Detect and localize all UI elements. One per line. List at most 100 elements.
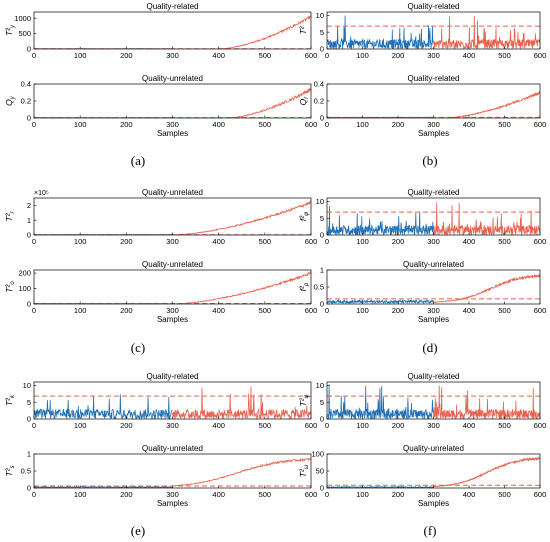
y-tick-label: 0 bbox=[27, 231, 31, 240]
x-tick-label: 500 bbox=[259, 120, 272, 129]
y-tick-label: 0.5 bbox=[314, 283, 324, 292]
subplot-d-1: 0 100 200 300 400 500 60000.51Quality-unrelate… bbox=[298, 260, 546, 324]
subplot-e-1: 0 100 200 300 400 500 600 0 0.5 1 Quality-unrelate… bbox=[4, 444, 317, 508]
y-tick-label: 10 bbox=[23, 381, 31, 390]
series-line-fault bbox=[433, 385, 540, 419]
x-tick-label: 100 bbox=[74, 421, 87, 430]
y-tick-label: 0.2 bbox=[21, 97, 31, 106]
y-tick-label: 200 bbox=[18, 269, 31, 278]
x-tick-label: 400 bbox=[212, 237, 225, 246]
x-tick-label: 100 bbox=[356, 120, 369, 129]
panel-label-e: (e) bbox=[130, 523, 146, 538]
x-axis-label: Samples bbox=[157, 315, 188, 324]
x-tick-label: 600 bbox=[305, 237, 318, 246]
series-line-fault bbox=[433, 15, 540, 49]
y-axis-label: T²o bbox=[4, 281, 16, 293]
x-tick-label: 500 bbox=[259, 490, 272, 499]
x-tick-label: 200 bbox=[392, 237, 405, 246]
subplot-d-0: 0 100 200 300 400 500 6000510Quality-relatedf²… bbox=[298, 188, 546, 246]
x-tick-label: 600 bbox=[534, 237, 547, 246]
x-tick-label: 300 bbox=[427, 306, 440, 315]
x-tick-label: 300 bbox=[166, 421, 179, 430]
y-tick-label: 0 bbox=[320, 484, 324, 493]
x-tick-label: 600 bbox=[305, 306, 318, 315]
x-tick-label: 500 bbox=[259, 51, 272, 60]
subplot-b-1: 0 100 200 300 400 500 60000.20.4Quality-relate… bbox=[298, 74, 546, 138]
x-tick-label: 600 bbox=[305, 51, 318, 60]
series-line-normal bbox=[327, 15, 434, 49]
x-tick-label: 0 bbox=[32, 490, 36, 499]
y-tick-label: 10 bbox=[316, 197, 324, 206]
subplot-title: Quality-unrelated bbox=[142, 188, 203, 197]
y-tick-label: 5 bbox=[320, 214, 324, 223]
x-tick-label: 600 bbox=[534, 51, 547, 60]
x-tick-label: 0 bbox=[32, 120, 36, 129]
x-tick-label: 400 bbox=[212, 120, 225, 129]
x-tick-label: 300 bbox=[427, 120, 440, 129]
x-tick-label: 500 bbox=[498, 421, 511, 430]
x-tick-label: 200 bbox=[120, 421, 133, 430]
panel-label-a: (a) bbox=[130, 153, 146, 168]
series-line-fault bbox=[172, 271, 311, 304]
series-line-normal bbox=[327, 206, 434, 235]
x-tick-label: 0 bbox=[32, 421, 36, 430]
x-tick-label: 500 bbox=[498, 306, 511, 315]
x-tick-label: 200 bbox=[120, 237, 133, 246]
y-tick-label: 5 bbox=[320, 398, 324, 407]
x-tick-label: 0 bbox=[325, 51, 329, 60]
x-tick-label: 0 bbox=[325, 306, 329, 315]
y-tick-label: 100 bbox=[311, 450, 324, 459]
y-tick-label: 0 bbox=[27, 300, 31, 309]
series-line-fault bbox=[433, 274, 540, 303]
x-tick-label: 400 bbox=[463, 120, 476, 129]
y-tick-label: 5 bbox=[320, 28, 324, 37]
x-tick-label: 200 bbox=[392, 490, 405, 499]
series-line-fault bbox=[172, 386, 311, 419]
x-tick-label: 500 bbox=[259, 306, 272, 315]
series-line-normal bbox=[327, 298, 434, 304]
y-axis-label: T²s bbox=[4, 465, 16, 476]
x-tick-label: 200 bbox=[392, 421, 405, 430]
y-axis-label: Qr bbox=[298, 96, 310, 106]
series-line-fault bbox=[433, 456, 540, 488]
x-tick-label: 0 bbox=[32, 237, 36, 246]
x-axis-label: Samples bbox=[157, 499, 188, 508]
x-tick-label: 100 bbox=[74, 237, 87, 246]
x-tick-label: 100 bbox=[356, 306, 369, 315]
x-tick-label: 400 bbox=[463, 490, 476, 499]
x-tick-label: 400 bbox=[463, 306, 476, 315]
axes-frame bbox=[326, 83, 541, 119]
subplot-title: Quality-unrelated bbox=[142, 444, 203, 453]
x-tick-label: 200 bbox=[120, 51, 133, 60]
series-line-fault bbox=[172, 457, 311, 487]
subplot-title: Quality-related bbox=[407, 74, 459, 83]
x-tick-label: 200 bbox=[392, 51, 405, 60]
x-tick-label: 400 bbox=[212, 421, 225, 430]
y-axis-label: f²ρ bbox=[298, 282, 310, 291]
x-tick-label: 0 bbox=[325, 120, 329, 129]
x-tick-label: 600 bbox=[305, 421, 318, 430]
y-tick-label: 0 bbox=[27, 484, 31, 493]
panel-label-d: (d) bbox=[422, 340, 438, 355]
subplot-f-1: 0 100 200 300 400 500 600050100Quality-unrelat… bbox=[298, 444, 546, 508]
axes-frame bbox=[33, 453, 312, 489]
subplot-title: Quality-related bbox=[146, 372, 198, 381]
x-tick-label: 300 bbox=[166, 120, 179, 129]
y-tick-label: 0 bbox=[320, 45, 324, 54]
x-tick-label: 300 bbox=[427, 421, 440, 430]
series-line-normal bbox=[34, 485, 173, 488]
x-tick-label: 100 bbox=[356, 51, 369, 60]
y-tick-label: 0 bbox=[320, 231, 324, 240]
subplot-a-0: 0 100 200 300 400 500 600 0 500 1000 Quality-relat… bbox=[4, 2, 317, 60]
y-axis-label: T²k bbox=[4, 394, 16, 406]
x-tick-label: 300 bbox=[427, 237, 440, 246]
x-tick-label: 400 bbox=[212, 490, 225, 499]
x-tick-label: 300 bbox=[166, 306, 179, 315]
y-tick-label: 10 bbox=[316, 381, 324, 390]
x-tick-label: 200 bbox=[120, 120, 133, 129]
x-tick-label: 600 bbox=[534, 490, 547, 499]
x-tick-label: 500 bbox=[498, 237, 511, 246]
x-tick-label: 0 bbox=[325, 490, 329, 499]
panel-label-f: (f) bbox=[423, 523, 437, 538]
